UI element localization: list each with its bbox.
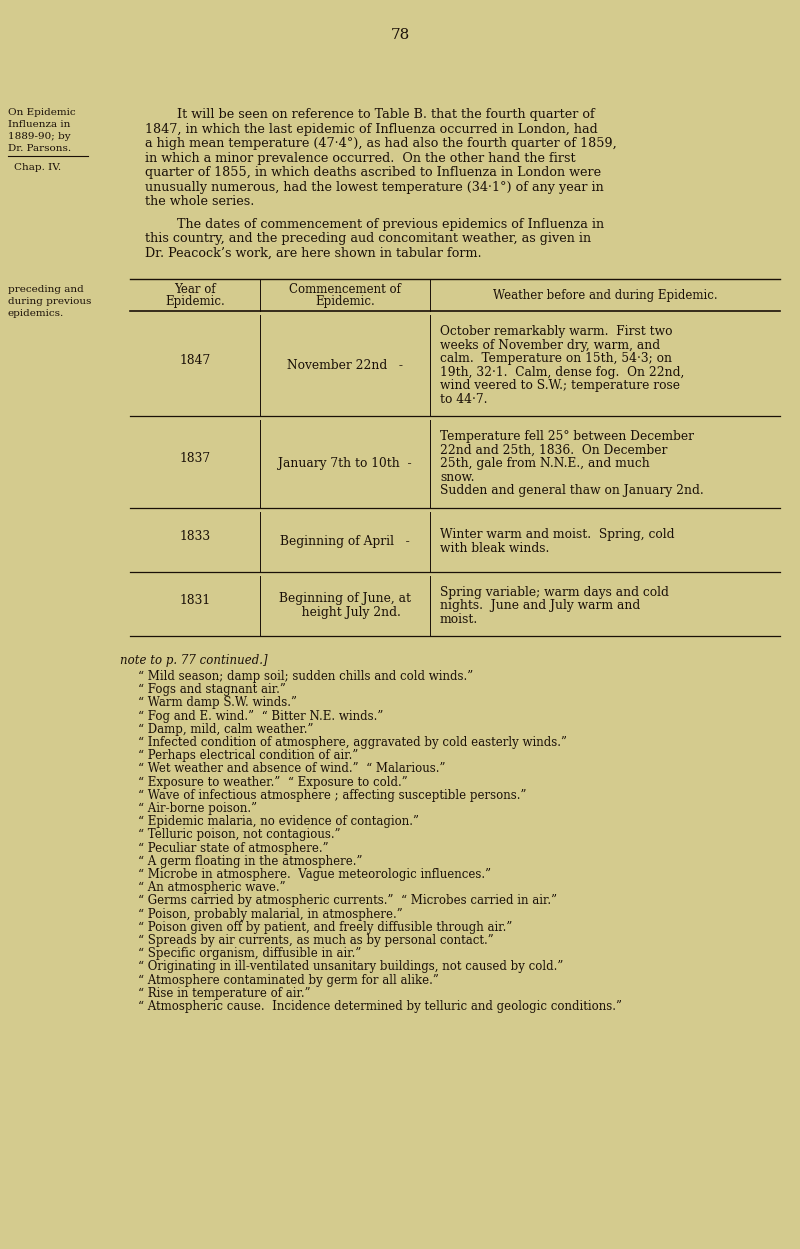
Text: note to p. 77 continued.]: note to p. 77 continued.] xyxy=(120,654,268,667)
Text: 25th, gale from N.N.E., and much: 25th, gale from N.N.E., and much xyxy=(440,457,650,470)
Text: quarter of 1855, in which deaths ascribed to Influenza in London were: quarter of 1855, in which deaths ascribe… xyxy=(145,166,601,179)
Text: January 7th to 10th  -: January 7th to 10th - xyxy=(278,457,412,470)
Text: “ Fogs and stagnant air.”: “ Fogs and stagnant air.” xyxy=(138,683,286,696)
Text: Sudden and general thaw on January 2nd.: Sudden and general thaw on January 2nd. xyxy=(440,485,704,497)
Text: “ Infected condition of atmosphere, aggravated by cold easterly winds.”: “ Infected condition of atmosphere, aggr… xyxy=(138,736,567,749)
Text: moist.: moist. xyxy=(440,612,478,626)
Text: height July 2nd.: height July 2nd. xyxy=(290,606,401,618)
Text: 1847, in which the last epidemic of Influenza occurred in London, had: 1847, in which the last epidemic of Infl… xyxy=(145,122,598,135)
Text: “ Damp, mild, calm weather.”: “ Damp, mild, calm weather.” xyxy=(138,723,314,736)
Text: “ Atmospheric cause.  Incidence determined by telluric and geologic conditions.”: “ Atmospheric cause. Incidence determine… xyxy=(138,1000,622,1013)
Text: “ Fog and E. wind.”  “ Bitter N.E. winds.”: “ Fog and E. wind.” “ Bitter N.E. winds.… xyxy=(138,709,383,723)
Text: 1831: 1831 xyxy=(179,595,210,607)
Text: “ An atmospheric wave.”: “ An atmospheric wave.” xyxy=(138,882,286,894)
Text: “ Poison given off by patient, and freely diffusible through air.”: “ Poison given off by patient, and freel… xyxy=(138,921,512,934)
Text: a high mean temperature (47·4°), as had also the fourth quarter of 1859,: a high mean temperature (47·4°), as had … xyxy=(145,137,617,150)
Text: “ Germs carried by atmospheric currents.”  “ Microbes carried in air.”: “ Germs carried by atmospheric currents.… xyxy=(138,894,557,908)
Text: “ Mild season; damp soil; sudden chills and cold winds.”: “ Mild season; damp soil; sudden chills … xyxy=(138,669,474,683)
Text: with bleak winds.: with bleak winds. xyxy=(440,542,550,555)
Text: 1889-90; by: 1889-90; by xyxy=(8,132,70,141)
Text: 1837: 1837 xyxy=(179,452,210,465)
Text: “ Poison, probably malarial, in atmosphere.”: “ Poison, probably malarial, in atmosphe… xyxy=(138,908,402,921)
Text: “ Perhaps electrical condition of air.”: “ Perhaps electrical condition of air.” xyxy=(138,749,358,762)
Text: 22nd and 25th, 1836.  On December: 22nd and 25th, 1836. On December xyxy=(440,443,667,456)
Text: 19th, 32·1.  Calm, dense fog.  On 22nd,: 19th, 32·1. Calm, dense fog. On 22nd, xyxy=(440,366,684,378)
Text: Spring variable; warm days and cold: Spring variable; warm days and cold xyxy=(440,586,669,598)
Text: “ Wave of infectious atmosphere ; affecting susceptible persons.”: “ Wave of infectious atmosphere ; affect… xyxy=(138,789,526,802)
Text: “ Spreads by air currents, as much as by personal contact.”: “ Spreads by air currents, as much as by… xyxy=(138,934,494,947)
Text: “ Rise in temperature of air.”: “ Rise in temperature of air.” xyxy=(138,987,310,999)
Text: “ Microbe in atmosphere.  Vague meteorologic influences.”: “ Microbe in atmosphere. Vague meteorolo… xyxy=(138,868,491,881)
Text: “ Peculiar state of atmosphere.”: “ Peculiar state of atmosphere.” xyxy=(138,842,329,854)
Text: “ Air-borne poison.”: “ Air-borne poison.” xyxy=(138,802,257,816)
Text: Chap. IV.: Chap. IV. xyxy=(14,164,61,172)
Text: to 44·7.: to 44·7. xyxy=(440,392,487,406)
Text: “ Atmosphere contaminated by germ for all alike.”: “ Atmosphere contaminated by germ for al… xyxy=(138,974,439,987)
Text: “ Wet weather and absence of wind.”  “ Malarious.”: “ Wet weather and absence of wind.” “ Ma… xyxy=(138,762,446,776)
Text: preceding and: preceding and xyxy=(8,285,84,294)
Text: Dr. Peacock’s work, are here shown in tabular form.: Dr. Peacock’s work, are here shown in ta… xyxy=(145,246,482,260)
Text: On Epidemic: On Epidemic xyxy=(8,107,76,117)
Text: Epidemic.: Epidemic. xyxy=(315,295,375,309)
Text: “ A germ floating in the atmosphere.”: “ A germ floating in the atmosphere.” xyxy=(138,854,362,868)
Text: “ Exposure to weather.”  “ Exposure to cold.”: “ Exposure to weather.” “ Exposure to co… xyxy=(138,776,408,788)
Text: It will be seen on reference to Table B. that the fourth quarter of: It will be seen on reference to Table B.… xyxy=(145,107,594,121)
Text: “ Warm damp S.W. winds.”: “ Warm damp S.W. winds.” xyxy=(138,697,297,709)
Text: in which a minor prevalence occurred.  On the other hand the first: in which a minor prevalence occurred. On… xyxy=(145,151,576,165)
Text: during previous: during previous xyxy=(8,297,91,306)
Text: Winter warm and moist.  Spring, cold: Winter warm and moist. Spring, cold xyxy=(440,528,674,541)
Text: Weather before and during Epidemic.: Weather before and during Epidemic. xyxy=(493,289,718,302)
Text: “ Telluric poison, not contagious.”: “ Telluric poison, not contagious.” xyxy=(138,828,341,842)
Text: nights.  June and July warm and: nights. June and July warm and xyxy=(440,600,640,612)
Text: 1833: 1833 xyxy=(179,530,210,543)
Text: weeks of November dry, warm, and: weeks of November dry, warm, and xyxy=(440,338,660,351)
Text: “ Specific organism, diffusible in air.”: “ Specific organism, diffusible in air.” xyxy=(138,947,362,960)
Text: Epidemic.: Epidemic. xyxy=(165,295,225,309)
Text: Influenza in: Influenza in xyxy=(8,120,70,129)
Text: calm.  Temperature on 15th, 54·3; on: calm. Temperature on 15th, 54·3; on xyxy=(440,352,672,365)
Text: 1847: 1847 xyxy=(179,353,210,367)
Text: Beginning of April   -: Beginning of April - xyxy=(280,535,410,548)
Text: “ Epidemic malaria, no evidence of contagion.”: “ Epidemic malaria, no evidence of conta… xyxy=(138,816,419,828)
Text: Commencement of: Commencement of xyxy=(289,284,401,296)
Text: November 22nd   -: November 22nd - xyxy=(287,358,403,372)
Text: snow.: snow. xyxy=(440,471,474,483)
Text: Dr. Parsons.: Dr. Parsons. xyxy=(8,144,71,152)
Text: epidemics.: epidemics. xyxy=(8,309,64,318)
Text: this country, and the preceding aud concomitant weather, as given in: this country, and the preceding aud conc… xyxy=(145,232,591,245)
Text: wind veered to S.W.; temperature rose: wind veered to S.W.; temperature rose xyxy=(440,378,680,392)
Text: the whole series.: the whole series. xyxy=(145,195,254,209)
Text: Beginning of June, at: Beginning of June, at xyxy=(279,592,411,606)
Text: “ Originating in ill-ventilated unsanitary buildings, not caused by cold.”: “ Originating in ill-ventilated unsanita… xyxy=(138,960,563,973)
Text: October remarkably warm.  First two: October remarkably warm. First two xyxy=(440,325,673,338)
Text: Year of: Year of xyxy=(174,284,216,296)
Text: unusually numerous, had the lowest temperature (34·1°) of any year in: unusually numerous, had the lowest tempe… xyxy=(145,181,604,194)
Text: The dates of commencement of previous epidemics of Influenza in: The dates of commencement of previous ep… xyxy=(145,217,604,231)
Text: Temperature fell 25° between December: Temperature fell 25° between December xyxy=(440,430,694,443)
Text: 78: 78 xyxy=(390,27,410,42)
